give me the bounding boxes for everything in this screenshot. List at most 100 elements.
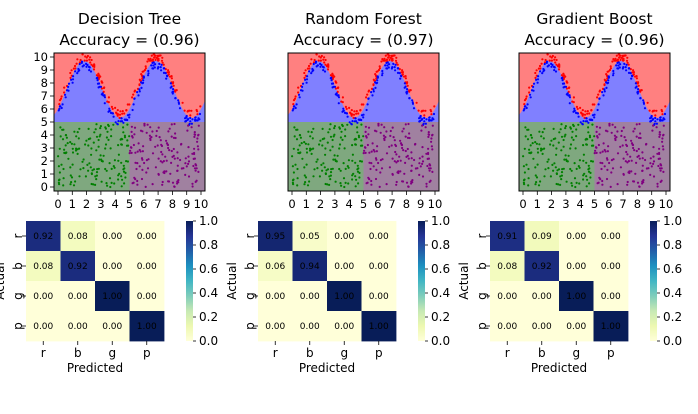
scatter-point — [659, 116, 662, 119]
scatter-point — [430, 119, 433, 122]
scatter-point — [551, 163, 554, 166]
scatter-point — [161, 183, 164, 186]
scatter-point — [88, 66, 91, 69]
scatter-point — [584, 110, 587, 113]
heatmap-cell — [95, 311, 130, 342]
scatter-point — [588, 118, 591, 121]
scatter-point — [610, 159, 614, 162]
scatter-point — [389, 129, 392, 133]
cell-value: 0.95 — [265, 232, 285, 242]
scatter-point — [396, 63, 399, 66]
scatter-point — [69, 76, 72, 79]
scatter-point — [332, 74, 335, 77]
scatter-point — [611, 167, 615, 170]
scatter-point — [643, 107, 647, 110]
scatter-point — [400, 71, 403, 74]
scatter-point — [162, 160, 165, 163]
scatter-point — [316, 167, 319, 170]
x-tick-label: 0 — [288, 197, 295, 211]
scatter-point — [621, 67, 625, 70]
heatmap-cell — [327, 311, 362, 342]
scatter-point — [293, 126, 296, 129]
scatter-point — [339, 136, 342, 139]
scatter-point — [95, 135, 99, 138]
scatter-point — [140, 177, 144, 181]
scatter-point — [408, 97, 411, 100]
scatter-point — [384, 54, 387, 57]
scatter-point — [106, 100, 109, 103]
scatter-point — [425, 185, 428, 188]
chart-subtitle: Accuracy = (0.96) — [524, 31, 664, 49]
scatter-point — [303, 71, 306, 75]
cell-value: 0.05 — [300, 232, 320, 242]
y-category-label: g — [475, 292, 489, 300]
scatter-point — [97, 167, 100, 170]
scatter-point — [367, 126, 371, 129]
scatter-point — [662, 148, 665, 151]
scatter-point — [140, 81, 143, 84]
scatter-point — [154, 63, 157, 66]
scatter-point — [563, 74, 566, 77]
scatter-point — [353, 110, 356, 113]
scatter-point — [523, 178, 526, 181]
scatter-point — [79, 168, 82, 171]
scatter-point — [75, 147, 78, 150]
scatter-point — [661, 137, 664, 140]
scatter-point — [326, 168, 330, 171]
scatter-point — [616, 58, 620, 61]
scatter-point — [173, 185, 176, 188]
cell-value: 0.92 — [33, 232, 53, 242]
scatter-point — [97, 86, 100, 89]
scatter-point — [297, 93, 301, 96]
scatter-point — [81, 160, 84, 163]
scatter-point — [76, 58, 79, 61]
scatter-point — [160, 59, 164, 62]
scatter-point — [366, 143, 369, 147]
cell-value: 0.00 — [334, 232, 354, 242]
scatter-point — [402, 149, 405, 152]
heatmap-cell — [327, 281, 362, 312]
scatter-point — [168, 127, 171, 130]
scatter-point — [633, 127, 636, 130]
scatter-point — [161, 153, 164, 156]
scatter-point — [659, 133, 662, 136]
scatter-point — [570, 182, 573, 185]
scatter-point — [149, 57, 152, 60]
scatter-point — [593, 135, 596, 138]
scatter-point — [303, 76, 306, 79]
x-tick-label: 3 — [331, 197, 338, 211]
scatter-point — [530, 151, 533, 154]
scatter-point — [90, 63, 93, 66]
scatter-point — [69, 141, 72, 144]
scatter-point — [543, 69, 546, 72]
scatter-point — [375, 150, 378, 153]
scatter-point — [369, 167, 372, 171]
scatter-point — [627, 71, 631, 74]
heatmap-cell — [327, 221, 362, 252]
scatter-point — [81, 53, 84, 56]
scatter-point — [154, 166, 157, 169]
scatter-point — [639, 136, 642, 140]
scatter-point — [416, 167, 419, 170]
scatter-point — [172, 136, 176, 139]
scatter-point — [404, 135, 407, 138]
heatmap-cell — [258, 221, 293, 252]
scatter-point — [553, 69, 556, 72]
x-category-label: g — [572, 346, 580, 360]
x-tick-label: 1 — [303, 197, 310, 211]
scatter-point — [593, 152, 596, 155]
scatter-point — [393, 54, 396, 57]
scatter-point — [310, 72, 313, 75]
scatter-point — [543, 147, 546, 150]
scatter-point — [170, 123, 173, 126]
scatter-point — [184, 157, 187, 160]
scatter-point — [528, 86, 531, 89]
scatter-point — [601, 179, 604, 183]
scatter-point — [604, 79, 607, 82]
scatter-point — [547, 167, 550, 170]
scatter-point — [151, 67, 154, 70]
scatter-point — [534, 71, 537, 75]
scatter-point — [428, 133, 431, 136]
scatter-point — [296, 128, 299, 131]
scatter-point — [587, 131, 590, 134]
